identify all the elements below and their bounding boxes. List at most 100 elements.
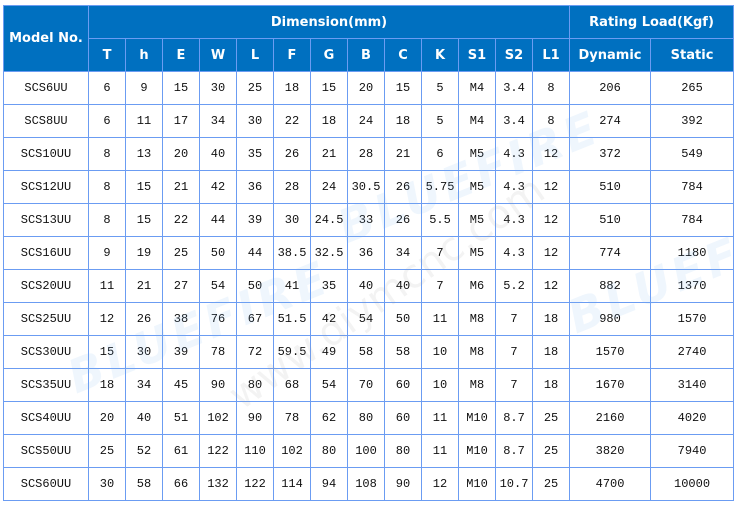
value-cell: 8	[531, 104, 571, 138]
value-cell: 25	[88, 434, 126, 468]
value-cell: 11	[88, 269, 126, 303]
value-cell: 7	[421, 269, 459, 303]
value-cell: 34	[199, 104, 237, 138]
header-col-e: E	[162, 38, 200, 72]
header-col-l: L	[236, 38, 274, 72]
value-cell: 18	[273, 71, 311, 105]
value-cell: 4.3	[495, 170, 533, 204]
value-cell: 25	[236, 71, 274, 105]
header-col-k: K	[421, 38, 459, 72]
value-cell: 90	[384, 467, 422, 501]
value-cell: 7940	[650, 434, 735, 468]
header-col-b: B	[347, 38, 385, 72]
value-cell: M5	[458, 137, 496, 171]
value-cell: M8	[458, 335, 496, 369]
value-cell: 10000	[650, 467, 735, 501]
value-cell: 3140	[650, 368, 735, 402]
value-cell: 12	[421, 467, 459, 501]
value-cell: M5	[458, 203, 496, 237]
value-cell: 1370	[650, 269, 735, 303]
model-cell: SCS10UU	[3, 137, 89, 171]
model-cell: SCS50UU	[3, 434, 89, 468]
value-cell: 1670	[569, 368, 652, 402]
value-cell: 17	[162, 104, 200, 138]
value-cell: 784	[650, 170, 735, 204]
header-col-static: Static	[650, 38, 735, 72]
value-cell: 8.7	[495, 401, 533, 435]
value-cell: 24	[347, 104, 385, 138]
value-cell: 2160	[569, 401, 652, 435]
value-cell: 78	[273, 401, 311, 435]
value-cell: 3820	[569, 434, 652, 468]
value-cell: 372	[569, 137, 652, 171]
value-cell: 60	[384, 368, 422, 402]
value-cell: 28	[347, 137, 385, 171]
value-cell: 206	[569, 71, 652, 105]
value-cell: 6	[88, 104, 126, 138]
value-cell: 1570	[650, 302, 735, 336]
value-cell: 15	[88, 335, 126, 369]
value-cell: 44	[236, 236, 274, 270]
value-cell: 11	[421, 302, 459, 336]
value-cell: 100	[347, 434, 385, 468]
table-body: SCS6UU 6 9 15 30 25 18 15 20 15 5 M4 3.4 8 206 265 SCS8U…	[3, 71, 735, 501]
value-cell: M8	[458, 302, 496, 336]
value-cell: 90	[236, 401, 274, 435]
value-cell: 5.75	[421, 170, 459, 204]
value-cell: 80	[310, 434, 348, 468]
value-cell: 24	[310, 170, 348, 204]
value-cell: 132	[199, 467, 237, 501]
value-cell: 108	[347, 467, 385, 501]
value-cell: 42	[199, 170, 237, 204]
value-cell: 2740	[650, 335, 735, 369]
value-cell: 38.5	[273, 236, 311, 270]
value-cell: 20	[347, 71, 385, 105]
value-cell: 40	[384, 269, 422, 303]
value-cell: 6	[88, 71, 126, 105]
value-cell: 38	[162, 302, 200, 336]
value-cell: 1570	[569, 335, 652, 369]
value-cell: 50	[199, 236, 237, 270]
value-cell: M8	[458, 368, 496, 402]
model-cell: SCS13UU	[3, 203, 89, 237]
value-cell: 22	[162, 203, 200, 237]
value-cell: 12	[531, 203, 571, 237]
value-cell: 66	[162, 467, 200, 501]
header-col-s1: S1	[458, 38, 496, 72]
value-cell: 5	[421, 71, 459, 105]
value-cell: 18	[531, 368, 571, 402]
value-cell: 26	[125, 302, 163, 336]
value-cell: 5.5	[421, 203, 459, 237]
table-row: SCS13UU 8 15 22 44 39 30 24.5 33 26 5.5 M5 4.3 12 510 7…	[3, 203, 735, 237]
value-cell: 4.3	[495, 236, 533, 270]
value-cell: 34	[384, 236, 422, 270]
table-row: SCS20UU 11 21 27 54 50 41 35 40 40 7 M6 5.2 12 882 1370	[3, 269, 735, 303]
value-cell: 7	[421, 236, 459, 270]
value-cell: 25	[531, 467, 571, 501]
table-header: Model No. Dimension(mm) Rating Load(Kgf)…	[3, 5, 735, 72]
value-cell: 50	[236, 269, 274, 303]
value-cell: 4700	[569, 467, 652, 501]
value-cell: M4	[458, 71, 496, 105]
value-cell: 18	[384, 104, 422, 138]
model-cell: SCS6UU	[3, 71, 89, 105]
value-cell: 19	[125, 236, 163, 270]
value-cell: 26	[384, 203, 422, 237]
table-row: SCS60UU 30 58 66 132 122 114 94 108 90 12 M10 10.7 25…	[3, 467, 735, 501]
value-cell: 510	[569, 203, 652, 237]
value-cell: 15	[384, 71, 422, 105]
value-cell: 122	[199, 434, 237, 468]
value-cell: 44	[199, 203, 237, 237]
value-cell: 54	[347, 302, 385, 336]
value-cell: 15	[310, 71, 348, 105]
value-cell: 882	[569, 269, 652, 303]
value-cell: 35	[236, 137, 274, 171]
value-cell: 12	[531, 269, 571, 303]
value-cell: 54	[310, 368, 348, 402]
value-cell: 8	[88, 203, 126, 237]
value-cell: M6	[458, 269, 496, 303]
value-cell: M10	[458, 401, 496, 435]
table-row: SCS8UU 6 11 17 34 30 22 18 24 18 5 M4 3.4 8 274 392	[3, 104, 735, 138]
value-cell: 78	[199, 335, 237, 369]
value-cell: 7	[495, 368, 533, 402]
